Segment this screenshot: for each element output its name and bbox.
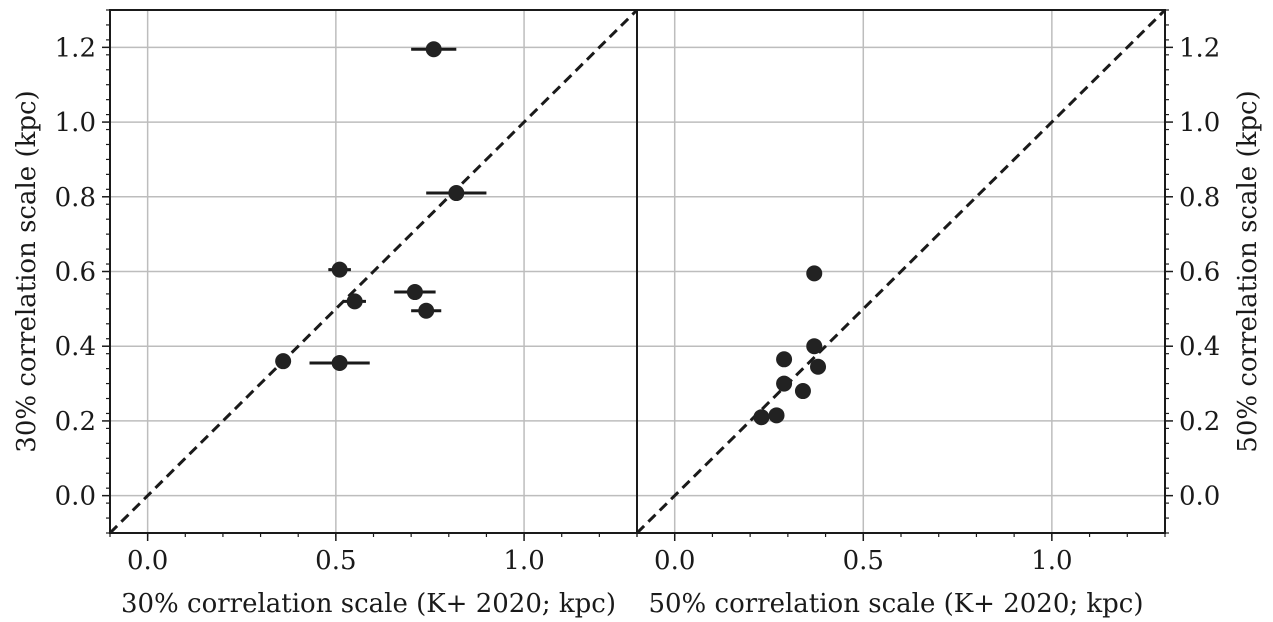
identity-line bbox=[110, 10, 637, 533]
left-panel: 0.0 0.5 1.0 0.0 0.2 0.4 0.6 0.8 1.0 1.2 30% correl… bbox=[12, 9, 638, 619]
y-tick-label: 0.0 bbox=[55, 482, 96, 512]
data-point bbox=[448, 185, 465, 202]
data-point bbox=[810, 358, 827, 375]
data-point bbox=[776, 351, 793, 368]
data-point bbox=[275, 353, 292, 370]
y-tick-label: 0.2 bbox=[55, 407, 96, 437]
data-point bbox=[331, 261, 348, 278]
right-panel: 0.0 0.5 1.0 0.0 0.2 0.4 0.6 0.8 1.0 1.2 50% correl… bbox=[636, 9, 1263, 619]
y-tick-label: 1.2 bbox=[1179, 33, 1220, 63]
data-point bbox=[776, 375, 793, 392]
x-tick-label: 0.0 bbox=[654, 546, 695, 576]
y-tick-label: 0.6 bbox=[55, 258, 96, 288]
y-tick-label: 0.6 bbox=[1179, 258, 1220, 288]
y-tick-label: 0.0 bbox=[1179, 482, 1220, 512]
y-tick-label: 1.0 bbox=[55, 108, 96, 138]
data-point bbox=[768, 407, 785, 424]
y-tick-label: 0.4 bbox=[55, 332, 96, 362]
x-tick-label: 0.5 bbox=[315, 546, 356, 576]
data-point bbox=[806, 338, 823, 355]
data-point bbox=[425, 41, 442, 58]
x-tick-label: 0.5 bbox=[843, 546, 884, 576]
y-tick-label: 0.2 bbox=[1179, 407, 1220, 437]
y-tick-label: 0.4 bbox=[1179, 332, 1220, 362]
x-tick-label: 1.0 bbox=[1031, 546, 1072, 576]
data-point bbox=[753, 409, 770, 426]
x-axis-title: 50% correlation scale (K+ 2020; kpc) bbox=[648, 589, 1143, 619]
x-tick-label: 1.0 bbox=[503, 546, 544, 576]
x-axis-title: 30% correlation scale (K+ 2020; kpc) bbox=[121, 589, 616, 619]
y-tick-label: 0.8 bbox=[1179, 183, 1220, 213]
y-tick-label: 1.0 bbox=[1179, 108, 1220, 138]
identity-line bbox=[637, 10, 1165, 533]
data-point bbox=[346, 293, 363, 310]
y-tick-label: 0.8 bbox=[55, 183, 96, 213]
data-point bbox=[418, 302, 435, 319]
data-point bbox=[806, 265, 823, 282]
data-point bbox=[794, 383, 811, 400]
data-point bbox=[406, 284, 423, 301]
y-axis-title: 50% correlation scale (kpc) bbox=[1233, 90, 1263, 452]
y-axis-title: 30% correlation scale (kpc) bbox=[12, 90, 42, 452]
data-point bbox=[331, 355, 348, 372]
x-tick-label: 0.0 bbox=[127, 546, 168, 576]
y-tick-label: 1.2 bbox=[55, 33, 96, 63]
